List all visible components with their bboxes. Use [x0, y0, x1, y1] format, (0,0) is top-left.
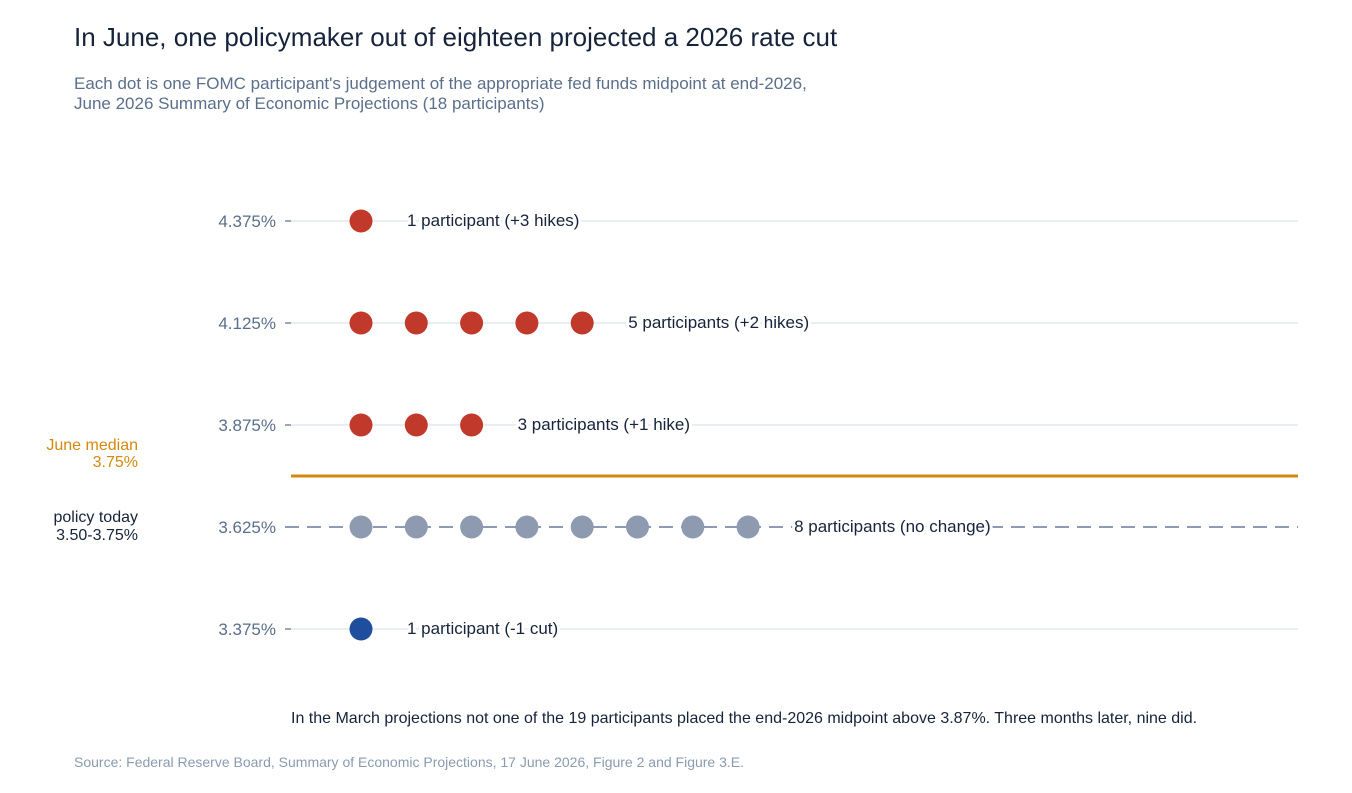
participant-dot: [460, 515, 484, 539]
dots-layer: [349, 209, 760, 641]
participant-dot: [349, 413, 373, 437]
policy-today-label: policy today: [54, 509, 139, 526]
participant-dot: [515, 515, 539, 539]
row-count-label: 1 participant (+3 hikes): [407, 211, 579, 230]
participant-dot: [515, 311, 539, 335]
grid-layer: [285, 220, 1298, 630]
y-tick-label: 3.375%: [218, 620, 276, 639]
y-tick-label: 4.125%: [218, 314, 276, 333]
participant-dot: [349, 311, 373, 335]
row-count-label: 1 participant (-1 cut): [407, 619, 558, 638]
participant-dot: [460, 413, 484, 437]
policy-today-range-label: 3.50-3.75%: [56, 527, 138, 544]
participant-dot: [349, 515, 373, 539]
row-count-label: 3 participants (+1 hike): [518, 415, 690, 434]
participant-dot: [349, 209, 373, 233]
participant-dot: [570, 515, 594, 539]
chart-title: In June, one policymaker out of eighteen…: [74, 22, 838, 52]
participant-dot: [404, 515, 428, 539]
participant-dot: [404, 413, 428, 437]
y-tick-label: 4.375%: [218, 212, 276, 231]
participant-dot: [736, 515, 760, 539]
reference-lines-layer: [285, 474, 1298, 528]
chart-subtitle: Each dot is one FOMC participant's judge…: [74, 74, 974, 114]
median-label: June median: [46, 437, 138, 454]
row-count-label: 8 participants (no change): [794, 517, 991, 536]
row-count-label: 5 participants (+2 hikes): [628, 313, 809, 332]
y-tick-label: 3.625%: [218, 518, 276, 537]
participant-dot: [404, 311, 428, 335]
participant-dot: [460, 311, 484, 335]
participant-dot: [349, 617, 373, 641]
subtitle-line-2: June 2026 Summary of Economic Projection…: [74, 94, 545, 113]
median-value-label: 3.75%: [93, 454, 138, 471]
chart-annotation: In the March projections not one of the …: [291, 710, 1197, 727]
source-note: Source: Federal Reserve Board, Summary o…: [74, 754, 745, 770]
subtitle-line-1: Each dot is one FOMC participant's judge…: [74, 74, 807, 93]
participant-dot: [681, 515, 705, 539]
participant-dot: [626, 515, 649, 539]
labels-layer: 4.375% 1 participant (+3 hikes) 4.125% 5 pa…: [46, 208, 1197, 727]
y-tick-label: 3.875%: [218, 416, 276, 435]
participant-dot: [570, 311, 594, 335]
